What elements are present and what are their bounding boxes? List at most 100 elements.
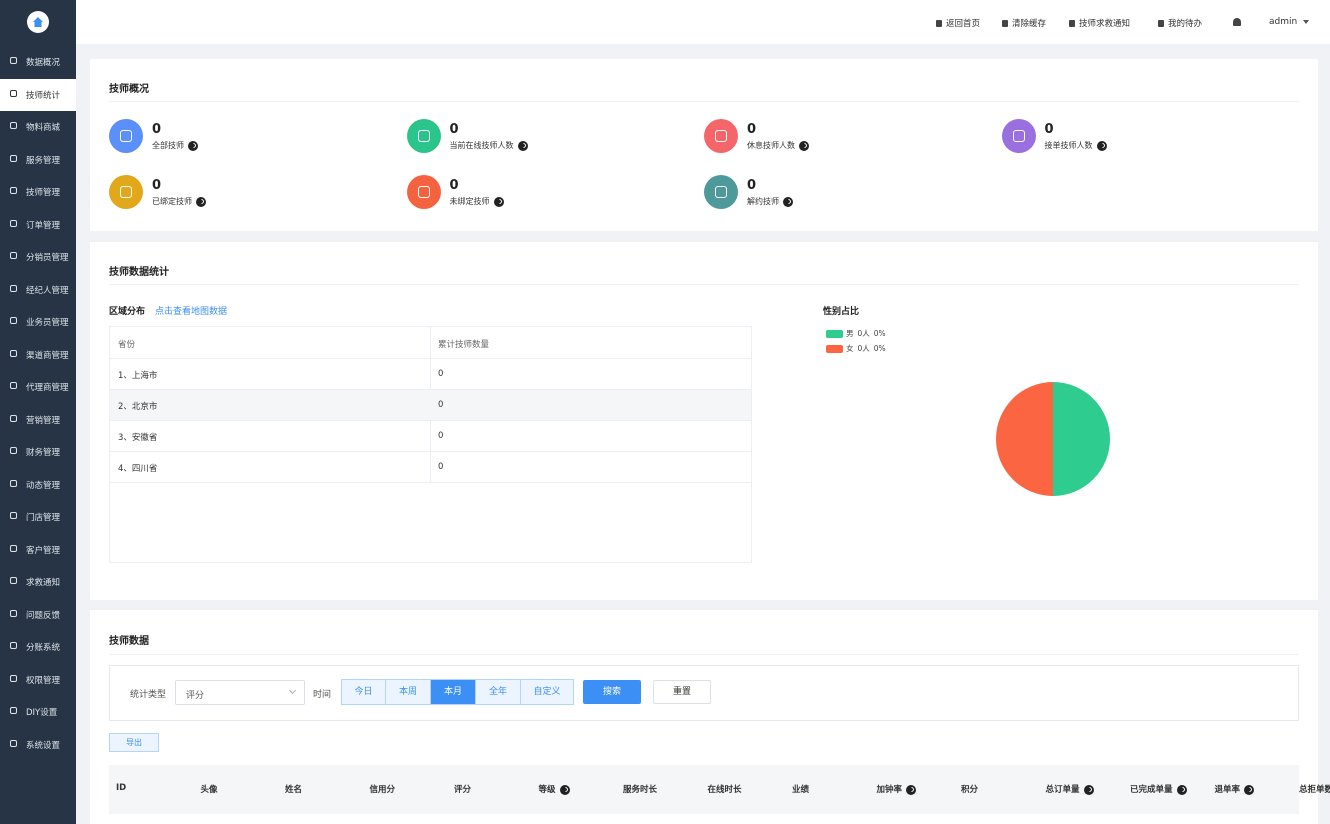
menu-item[interactable]: 求救通知: [0, 566, 76, 598]
stat-label: 休息技师人数: [747, 140, 809, 151]
region-table: 省份 累计技师数量 1、上海市 0 2、北京市 0 3、安徽省 0 4、四川省 0: [109, 326, 752, 563]
records-card: 技师数据 统计类型 评分 时间 今日 本周 本月 全年 自定义 搜索 重置 导出 ID 头像 姓名 信用分 评分…: [90, 610, 1330, 824]
time-tab[interactable]: 本月: [431, 679, 476, 705]
user-name[interactable]: admin: [1269, 17, 1298, 27]
legend-item[interactable]: 女 0人 0%: [826, 343, 890, 354]
menu-item[interactable]: 权限管理: [0, 664, 76, 696]
menu-item[interactable]: 财务管理: [0, 436, 76, 468]
menu-label: 业务员管理: [26, 318, 69, 328]
menu-item[interactable]: 代理商管理: [0, 371, 76, 403]
stat-icon: [704, 175, 738, 209]
menu-item[interactable]: 业务员管理: [0, 306, 76, 338]
row-line: [110, 358, 751, 359]
menu-item[interactable]: 技师管理: [0, 176, 76, 208]
stat-value: 0: [152, 122, 162, 137]
stat-label-text: 当前在线技师人数: [449, 141, 514, 150]
overview-card: 技师概况 0 全部技师 0 当前在线技师人数 0 休息技师人数 0 接单技师人数 0 已绑定技师 0 未…: [90, 59, 1318, 231]
time-tab[interactable]: 自定义: [521, 679, 574, 705]
help-icon[interactable]: [783, 196, 793, 207]
reset-button[interactable]: 重置: [653, 680, 711, 704]
help-icon[interactable]: [517, 140, 528, 151]
menu-item[interactable]: 数据概况: [0, 46, 76, 78]
pie-slice[interactable]: [996, 382, 1053, 496]
menu-icon: [10, 577, 17, 584]
menu-icon: [10, 252, 17, 259]
top-link[interactable]: 我的待办: [1158, 17, 1202, 29]
menu-label: 渠道商管理: [26, 350, 69, 361]
stat-label: 当前在线技师人数: [450, 140, 528, 151]
legend-item[interactable]: 男 0人 0%: [826, 328, 890, 339]
menu-label: 技师管理: [26, 188, 61, 198]
menu-item[interactable]: 问题反馈: [0, 599, 76, 631]
help-icon[interactable]: [188, 140, 198, 151]
stat-label: 接单技师人数: [1045, 140, 1107, 151]
time-tab[interactable]: 全年: [476, 679, 521, 705]
menu-icon: [10, 609, 17, 617]
menu-item[interactable]: 渠道商管理: [0, 339, 76, 371]
top-link-text: 清除缓存: [1012, 19, 1047, 29]
search-button[interactable]: 搜索: [583, 680, 641, 704]
section-title: 技师概况: [109, 84, 149, 95]
topbar: 返回首页 清除缓存 技师求救通知 我的待办 admin: [76, 0, 1330, 44]
export-button[interactable]: 导出: [109, 733, 159, 752]
menu-label: 门店管理: [26, 513, 61, 523]
menu-item[interactable]: 动态管理: [0, 469, 76, 501]
menu-item[interactable]: 门店管理: [0, 501, 76, 533]
stat-icon: [109, 175, 143, 209]
type-select[interactable]: 评分: [175, 680, 305, 705]
help-icon[interactable]: [1083, 784, 1094, 795]
menu-item[interactable]: 客户管理: [0, 534, 76, 566]
menu-label: 动态管理: [26, 480, 61, 491]
menu-icon: [10, 447, 17, 454]
help-icon[interactable]: [493, 196, 504, 207]
table-cell: 4、四川省: [118, 464, 158, 474]
menu-item[interactable]: DIY设置: [0, 696, 76, 728]
time-tab[interactable]: 本周: [386, 679, 431, 705]
column-text: 头像: [200, 785, 218, 795]
menu-item[interactable]: 技师统计: [0, 78, 76, 111]
top-link[interactable]: 返回首页: [936, 17, 980, 29]
help-icon[interactable]: [1176, 784, 1187, 795]
legend-count: 0人: [857, 344, 870, 353]
stat-glyph: [715, 186, 727, 198]
stats-card: 技师数据统计 区域分布 点击查看地图数据 省份 累计技师数量 1、上海市 0 2、北京市 0 3、…: [90, 242, 1318, 600]
table-cell: 0: [438, 431, 444, 441]
stat-glyph: [417, 186, 430, 198]
column-header: 退单率: [1215, 783, 1255, 795]
menu-icon: [10, 57, 17, 64]
column-text: 等级: [538, 785, 556, 795]
menu-item[interactable]: 服务管理: [0, 144, 76, 176]
menu-label: DIY设置: [26, 708, 58, 718]
menu-item[interactable]: 分账系统: [0, 631, 76, 663]
menu-item[interactable]: 物料商城: [0, 111, 76, 143]
menu-item[interactable]: 营销管理: [0, 404, 76, 436]
menu-icon: [10, 89, 17, 97]
filter-label: 统计类型: [130, 690, 167, 700]
help-icon[interactable]: [799, 140, 809, 151]
menu-item[interactable]: 经纪人管理: [0, 274, 76, 306]
menu-item[interactable]: 订单管理: [0, 209, 76, 241]
menu-icon: [10, 512, 17, 519]
table-cell: 0: [438, 462, 444, 472]
pie-slice[interactable]: [1053, 382, 1110, 496]
column-header: 加钟率: [877, 783, 917, 795]
menu-item[interactable]: 系统设置: [0, 729, 76, 761]
top-link[interactable]: 清除缓存: [1002, 17, 1046, 29]
bell[interactable]: [1233, 18, 1241, 26]
help-icon[interactable]: [1096, 140, 1107, 151]
time-tab[interactable]: 今日: [341, 679, 386, 705]
top-icon: [1002, 20, 1008, 27]
help-icon[interactable]: [196, 196, 206, 207]
region-link[interactable]: 点击查看地图数据: [155, 307, 228, 317]
stat-glyph: [1012, 130, 1025, 142]
menu-label: 技师统计: [26, 90, 61, 101]
help-icon[interactable]: [1244, 784, 1255, 795]
top-link[interactable]: 技师求救通知: [1069, 17, 1130, 29]
table-cell: 2、北京市: [118, 402, 158, 412]
help-icon[interactable]: [559, 784, 570, 795]
help-icon[interactable]: [906, 784, 917, 795]
column-text: 服务时长: [623, 785, 658, 795]
top-link-text: 我的待办: [1168, 19, 1203, 29]
menu-item[interactable]: 分销员管理: [0, 241, 76, 273]
